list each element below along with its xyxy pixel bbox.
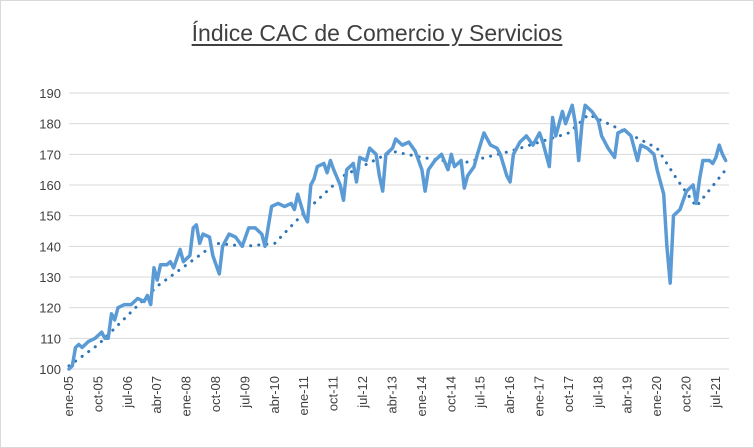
- x-tick-label: oct-08: [208, 376, 223, 412]
- x-tick-label: jul-09: [237, 376, 252, 409]
- y-tick-label: 190: [39, 86, 61, 101]
- y-tick-label: 110: [40, 331, 61, 346]
- x-tick-label: ene-05: [61, 376, 76, 416]
- x-tick-label: oct-05: [90, 376, 105, 412]
- y-tick-label: 150: [39, 209, 61, 224]
- x-tick-label: ene-20: [649, 376, 664, 416]
- y-tick-label: 130: [39, 270, 61, 285]
- x-tick-label: jul-18: [590, 376, 605, 409]
- x-tick-label: jul-06: [120, 376, 135, 409]
- y-tick-label: 100: [39, 362, 61, 377]
- y-tick-label: 120: [39, 301, 61, 316]
- chart-title: Índice CAC de Comercio y Servicios: [191, 20, 563, 46]
- y-tick-label: 160: [39, 178, 61, 193]
- x-tick-label: abr-10: [267, 376, 282, 414]
- y-tick-label: 170: [39, 147, 61, 162]
- x-tick-label: jul-21: [708, 376, 723, 409]
- x-tick-label: oct-17: [561, 376, 576, 412]
- x-tick-label: oct-11: [326, 376, 341, 411]
- x-tick-label: oct-20: [679, 376, 694, 412]
- x-tick-label: jul-15: [473, 376, 488, 409]
- x-tick-label: oct-14: [443, 376, 458, 412]
- y-tick-label: 180: [39, 117, 61, 132]
- x-tick-label: abr-07: [149, 376, 164, 414]
- y-tick-label: 140: [39, 239, 61, 254]
- series-line: [67, 103, 728, 371]
- x-tick-label: jul-12: [355, 376, 370, 409]
- x-tick-label: ene-17: [531, 376, 546, 416]
- x-tick-label: abr-13: [384, 376, 399, 414]
- x-tick-label: abr-19: [620, 376, 635, 414]
- x-tick-label: ene-11: [296, 376, 311, 416]
- x-tick-label: ene-08: [179, 376, 194, 416]
- x-tick-label: abr-16: [502, 376, 517, 414]
- x-tick-label: ene-14: [414, 376, 429, 416]
- trend-line: [67, 113, 728, 368]
